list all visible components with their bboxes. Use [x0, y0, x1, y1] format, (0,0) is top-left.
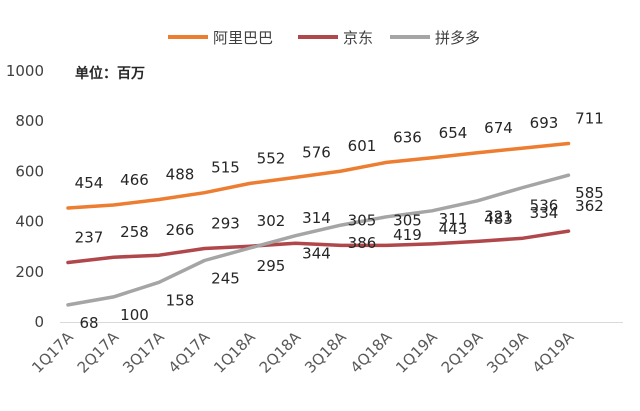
x-tick-label: 3Q19A — [483, 328, 532, 377]
y-tick-label: 800 — [15, 112, 44, 130]
x-tick-label: 4Q18A — [347, 328, 396, 377]
data-label: 158 — [166, 291, 195, 309]
data-label: 711 — [575, 110, 604, 128]
data-label: 552 — [257, 149, 286, 167]
y-axis: 0 200 400 600 800 1000 — [6, 62, 44, 331]
y-tick-label: 0 — [34, 313, 44, 331]
data-label: 674 — [484, 119, 513, 137]
data-label: 302 — [257, 212, 286, 230]
y-tick-label: 400 — [15, 213, 44, 231]
x-tick-label: 1Q17A — [28, 328, 77, 377]
data-label: 576 — [302, 143, 331, 161]
x-tick-label: 1Q19A — [392, 328, 441, 377]
data-label: 585 — [575, 184, 604, 202]
data-label: 488 — [166, 166, 195, 184]
legend: 阿里巴巴 京东 拼多多 — [168, 29, 480, 47]
series-line-2 — [66, 173, 571, 307]
legend-label-jd: 京东 — [343, 29, 373, 47]
data-label: 68 — [79, 314, 98, 332]
data-label: 636 — [393, 128, 422, 146]
data-label: 483 — [484, 210, 513, 228]
data-label: 321 — [484, 207, 513, 225]
x-tick-label: 2Q19A — [438, 328, 487, 377]
y-tick-label: 1000 — [6, 62, 44, 80]
data-labels: 454 466 488 515 552 576 601 636 654 674 693 711 237 2… — [75, 110, 604, 332]
data-label: 245 — [211, 270, 240, 288]
series-lines — [66, 141, 571, 307]
data-label: 344 — [302, 245, 331, 263]
y-tick-label: 200 — [15, 263, 44, 281]
data-label: 314 — [302, 209, 331, 227]
data-label: 386 — [348, 234, 377, 252]
x-tick-label: 3Q17A — [119, 328, 168, 377]
x-axis: 1Q17A2Q17A3Q17A4Q17A1Q18A2Q18A3Q18A4Q18A… — [28, 328, 578, 377]
y-tick-label: 600 — [15, 162, 44, 180]
x-tick-label: 4Q19A — [529, 328, 578, 377]
data-label: 362 — [575, 197, 604, 215]
series-line-0 — [66, 141, 571, 210]
data-label: 311 — [439, 210, 468, 228]
x-tick-label: 2Q17A — [74, 328, 123, 377]
data-label: 466 — [120, 171, 149, 189]
data-label: 693 — [530, 114, 559, 132]
data-label: 536 — [530, 196, 559, 214]
data-label: 305 — [393, 211, 422, 229]
data-label: 515 — [211, 159, 240, 177]
data-label: 601 — [348, 137, 377, 155]
unit-label: 单位：百万 — [75, 65, 145, 82]
x-tick-label: 3Q18A — [301, 328, 350, 377]
data-label: 295 — [257, 257, 286, 275]
data-label: 305 — [348, 211, 377, 229]
data-label: 237 — [75, 229, 104, 247]
data-label: 266 — [166, 221, 195, 239]
data-label: 293 — [211, 214, 240, 232]
series-line-1 — [66, 229, 571, 265]
legend-label-pdd: 拼多多 — [435, 29, 480, 47]
x-tick-label: 4Q17A — [165, 328, 214, 377]
data-label: 454 — [75, 174, 104, 192]
legend-label-alibaba: 阿里巴巴 — [213, 29, 273, 47]
data-label: 419 — [393, 226, 422, 244]
x-tick-label: 2Q18A — [256, 328, 305, 377]
data-label: 100 — [120, 306, 149, 324]
x-tick-label: 1Q18A — [210, 328, 259, 377]
data-label: 258 — [120, 223, 149, 241]
data-label: 443 — [439, 220, 468, 238]
data-label: 654 — [439, 124, 468, 142]
data-label: 334 — [530, 204, 559, 222]
